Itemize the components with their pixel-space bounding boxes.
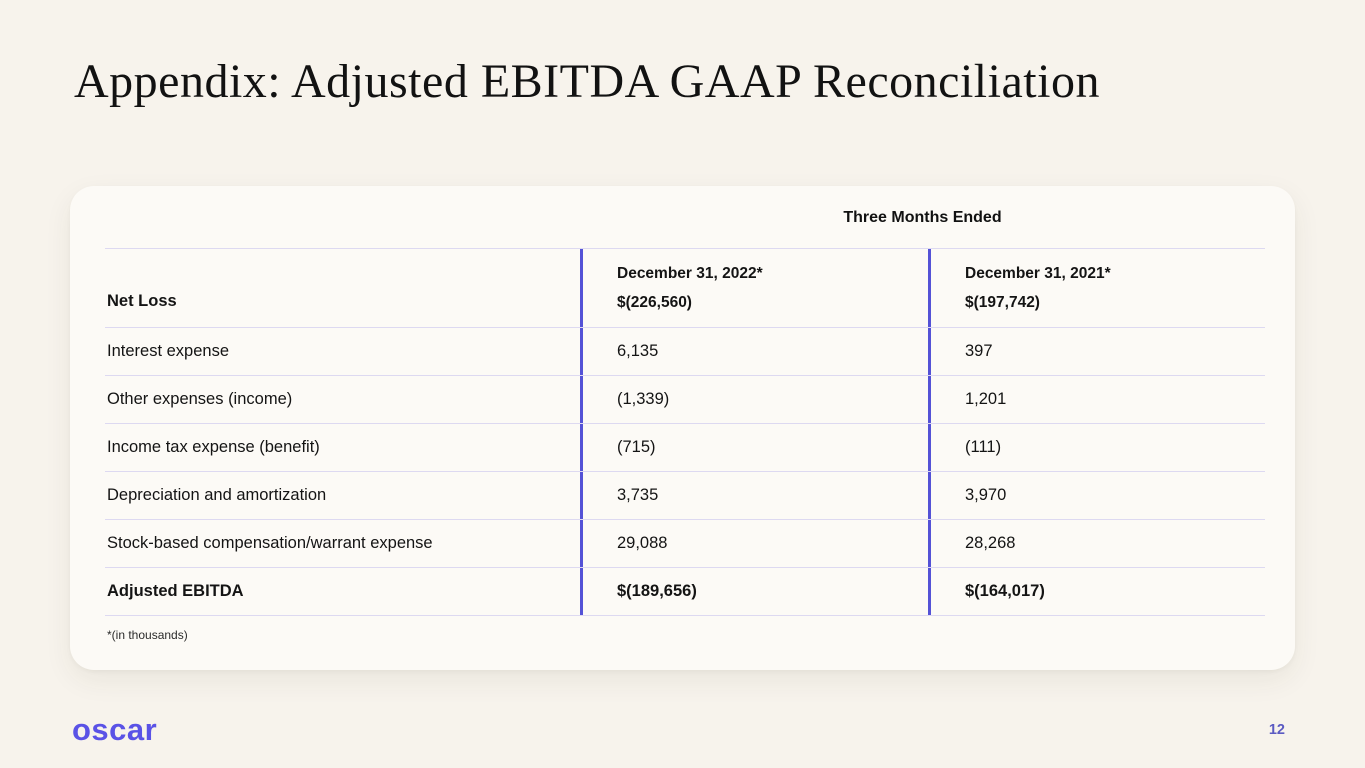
net-loss-value-2021: $(197,742) [965, 294, 1040, 311]
table-row: Depreciation and amortization 3,735 3,97… [105, 472, 1265, 520]
page-number: 12 [1268, 722, 1285, 738]
oscar-logo: oscar [72, 712, 158, 747]
column-header-2022: December 31, 2022* $(226,560) [580, 249, 928, 327]
row-value-2022: 29,088 [580, 520, 928, 567]
column-header-2021: December 31, 2021* $(197,742) [928, 249, 1265, 327]
reconciliation-table-card: Three Months Ended Net Loss December 31,… [70, 186, 1295, 670]
row-label: Income tax expense (benefit) [107, 438, 320, 456]
table-row: Interest expense 6,135 397 [105, 328, 1265, 376]
slide-title: Appendix: Adjusted EBITDA GAAP Reconcili… [74, 55, 1100, 108]
row-label: Depreciation and amortization [107, 486, 327, 504]
net-loss-label: Net Loss [107, 292, 177, 310]
table-header-row: Net Loss December 31, 2022* $(226,560) D… [105, 248, 1265, 328]
row-value-2022: (715) [580, 424, 928, 471]
column-date-2021: December 31, 2021* [965, 265, 1111, 282]
row-label: Other expenses (income) [107, 390, 293, 408]
table-group-header: Three Months Ended [843, 209, 1002, 226]
net-loss-value-2022: $(226,560) [617, 294, 692, 311]
table-footnote: *(in thousands) [107, 628, 188, 642]
row-value-2022: 6,135 [580, 328, 928, 375]
adjusted-ebitda-value-2022: $(189,656) [580, 568, 928, 615]
row-value-2022: (1,339) [580, 376, 928, 423]
adjusted-ebitda-label: Adjusted EBITDA [107, 582, 244, 600]
row-value-2021: (111) [928, 424, 1265, 471]
row-label: Stock-based compensation/warrant expense [107, 534, 433, 552]
table-row: Stock-based compensation/warrant expense… [105, 520, 1265, 568]
row-value-2022: 3,735 [580, 472, 928, 519]
row-value-2021: 397 [928, 328, 1265, 375]
adjusted-ebitda-value-2021: $(164,017) [928, 568, 1265, 615]
reconciliation-table: Net Loss December 31, 2022* $(226,560) D… [105, 248, 1265, 616]
adjusted-ebitda-row: Adjusted EBITDA $(189,656) $(164,017) [105, 568, 1265, 616]
row-label: Interest expense [107, 342, 229, 360]
row-value-2021: 3,970 [928, 472, 1265, 519]
table-row: Other expenses (income) (1,339) 1,201 [105, 376, 1265, 424]
row-value-2021: 1,201 [928, 376, 1265, 423]
row-value-2021: 28,268 [928, 520, 1265, 567]
table-row: Income tax expense (benefit) (715) (111) [105, 424, 1265, 472]
column-date-2022: December 31, 2022* [617, 265, 763, 282]
